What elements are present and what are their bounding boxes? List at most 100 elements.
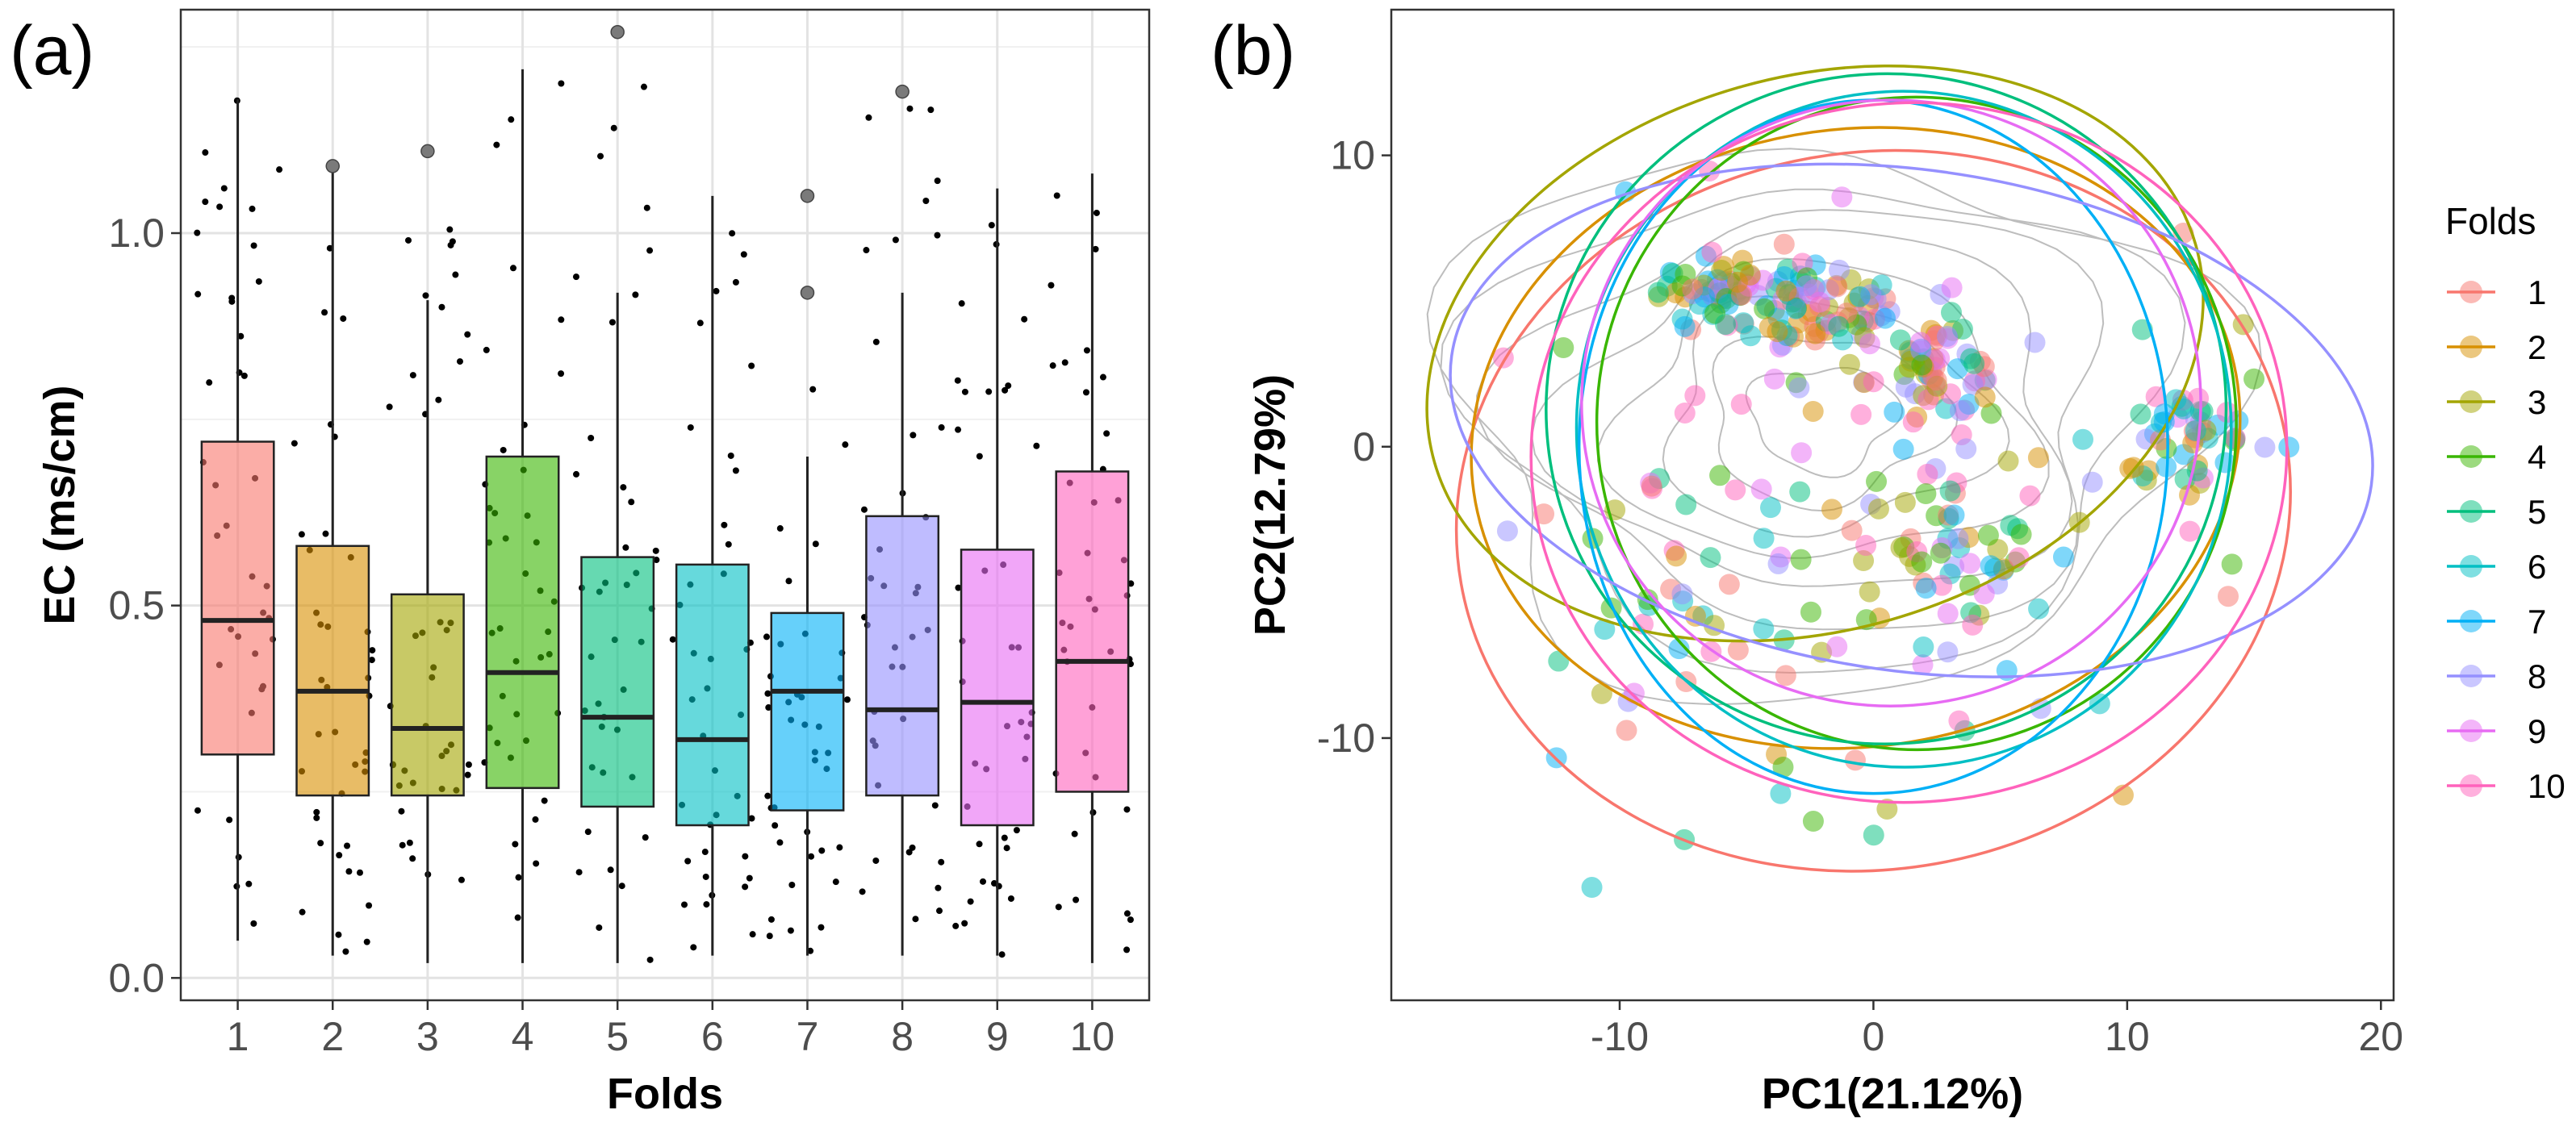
panel-b-scatter-point (1850, 403, 1872, 425)
panel-a-jitter-point (652, 547, 659, 554)
panel-a-jitter-point (1005, 382, 1012, 390)
panel-a-jitter-point (1103, 430, 1110, 437)
panel-b-scatter-point (1948, 710, 1970, 732)
panel-a-jitter-point (934, 232, 941, 239)
panel-b-scatter-point (1671, 583, 1693, 605)
panel-b-scatter-point (1831, 186, 1853, 208)
panel-b-scatter-point (2244, 368, 2265, 390)
legend: Folds 1 2 3 4 5 6 7 8 9 10 (2445, 200, 2566, 805)
panel-b-ellipse-fold-9 (1580, 98, 2202, 707)
panel-a-jitter-point (406, 839, 413, 846)
panel-b-scatter-point (1730, 394, 1752, 415)
panel-a-jitter-point (515, 874, 522, 881)
legend-point-swatch (2460, 774, 2482, 797)
panel-a-jitter-point (1123, 806, 1131, 813)
panel-b-ellipse-fold-6 (1574, 90, 2233, 769)
panel-b-scatter-point (1937, 603, 1959, 624)
panel-a-jitter-point (642, 834, 649, 841)
panel-a-jitter-point (807, 947, 814, 954)
panel-a-jitter-point (255, 277, 262, 285)
panel-a-jitter-point (696, 319, 704, 327)
panel-a-jitter-point (1073, 896, 1080, 903)
panel-a-x-ticks: 1 2 3 4 5 6 7 8 9 10 (227, 1000, 1114, 1059)
panel-b-scatter-point (1772, 757, 1794, 778)
panel-b-scatter-point (1740, 325, 1762, 347)
panel-b-scatter-point (1821, 499, 1842, 520)
panel-b-scatter-point (2278, 436, 2300, 458)
panel-b-y-tick-label: 10 (1330, 133, 1375, 178)
panel-a-jitter-point (514, 914, 521, 921)
panel-b-scatter-point (1668, 638, 1690, 660)
panel-a-jitter-point (1021, 315, 1028, 323)
panel-a-jitter-point (245, 880, 253, 887)
panel-a-jitter-point (985, 388, 993, 395)
panel-a-box-fold-6 (675, 563, 750, 827)
panel-a-outlier-point (800, 189, 815, 203)
panel-a-jitter-point (368, 657, 375, 664)
legend-point-swatch (2460, 281, 2482, 303)
panel-a-jitter-point (456, 358, 463, 365)
panel-b-scatter-point (1802, 400, 1824, 422)
panel-b-scatter-point (1826, 276, 1848, 298)
panel-b-x-tick-label: 10 (2105, 1014, 2150, 1059)
panel-b-scatter-point (2028, 598, 2050, 620)
panel-b-scatter-point (1796, 275, 1817, 297)
panel-b-scatter-point (1911, 551, 1933, 573)
panel-a-jitter-point (787, 927, 794, 934)
panel-a-jitter-point (464, 331, 471, 338)
panel-b: (b) -10 0 10 -10 0 10 20 PC1(21.12%) PC2(12.7… (1211, 8, 2566, 1118)
panel-b-x-tick-label: 0 (1863, 1014, 1885, 1059)
panel-a-jitter-point (646, 247, 654, 254)
panel-a-jitter-point (399, 841, 406, 849)
panel-a-jitter-point (465, 761, 472, 768)
legend-label: 2 (2528, 328, 2546, 366)
panel-a-jitter-point (967, 898, 974, 905)
panel-b-scatter-point (1533, 503, 1555, 525)
panel-a-jitter-point (220, 185, 228, 192)
panel-b-scatter-point (1980, 403, 2002, 424)
panel-a-jitter-point (483, 346, 490, 353)
panel-a-jitter-point (206, 379, 213, 386)
panel-a-jitter-point (509, 265, 516, 272)
panel-a-jitter-point (202, 149, 209, 156)
panel-b-scatter-point (1849, 286, 1871, 307)
legend-item-fold-2: 2 (2447, 328, 2546, 366)
panel-a-outlier-point (420, 144, 435, 159)
panel-b-scatter-point (1581, 877, 1603, 899)
panel-b-scatter-point (2217, 586, 2239, 607)
panel-b-scatter-point (1926, 369, 1947, 391)
panel-a-x-tick-label: 7 (797, 1014, 819, 1059)
panel-a-x-axis-title: Folds (607, 1070, 723, 1118)
panel-a-jitter-point (732, 467, 739, 474)
panel-b-y-ticks: -10 0 10 (1317, 133, 1391, 761)
panel-a-jitter-point (740, 251, 747, 258)
panel-a-box-fold-4 (485, 455, 560, 790)
panel-b-scatter-point (1726, 271, 1748, 293)
panel-a-x-tick-label: 1 (227, 1014, 249, 1059)
panel-a-jitter-point (558, 316, 565, 323)
legend-label: 7 (2528, 603, 2546, 641)
panel-b-scatter-point (1931, 574, 1953, 596)
panel-a-jitter-point (194, 229, 201, 236)
panel-b-scatter-point (1701, 241, 1723, 263)
panel-a-jitter-point (725, 540, 732, 548)
panel-b-scatter-point (1790, 549, 1812, 570)
panel-a-jitter-point (336, 852, 343, 859)
panel-a-jitter-point (1093, 209, 1100, 216)
panel-b-scatter-point (1773, 233, 1795, 255)
legend-items: 1 2 3 4 5 6 7 8 9 10 (2447, 273, 2566, 805)
legend-item-fold-5: 5 (2447, 493, 2546, 531)
panel-a-jitter-point (931, 802, 939, 809)
panel-a-jitter-point (669, 636, 676, 643)
panel-a-y-ticks: 0.0 0.5 1.0 (108, 211, 181, 1000)
panel-b-scatter-point (2081, 471, 2103, 493)
panel-a-jitter-point (938, 424, 945, 431)
panel-b-scatter-point (1725, 479, 1746, 501)
panel-a-jitter-point (573, 470, 580, 478)
panel-a-jitter-point (322, 530, 329, 537)
panel-b-scatter-point (1974, 386, 1996, 408)
panel-b-scatter-point (1876, 798, 1898, 820)
panel-a-jitter-point (1123, 946, 1131, 953)
panel-a-jitter-point (363, 938, 370, 945)
panel-b-scatter-point (2150, 429, 2172, 451)
